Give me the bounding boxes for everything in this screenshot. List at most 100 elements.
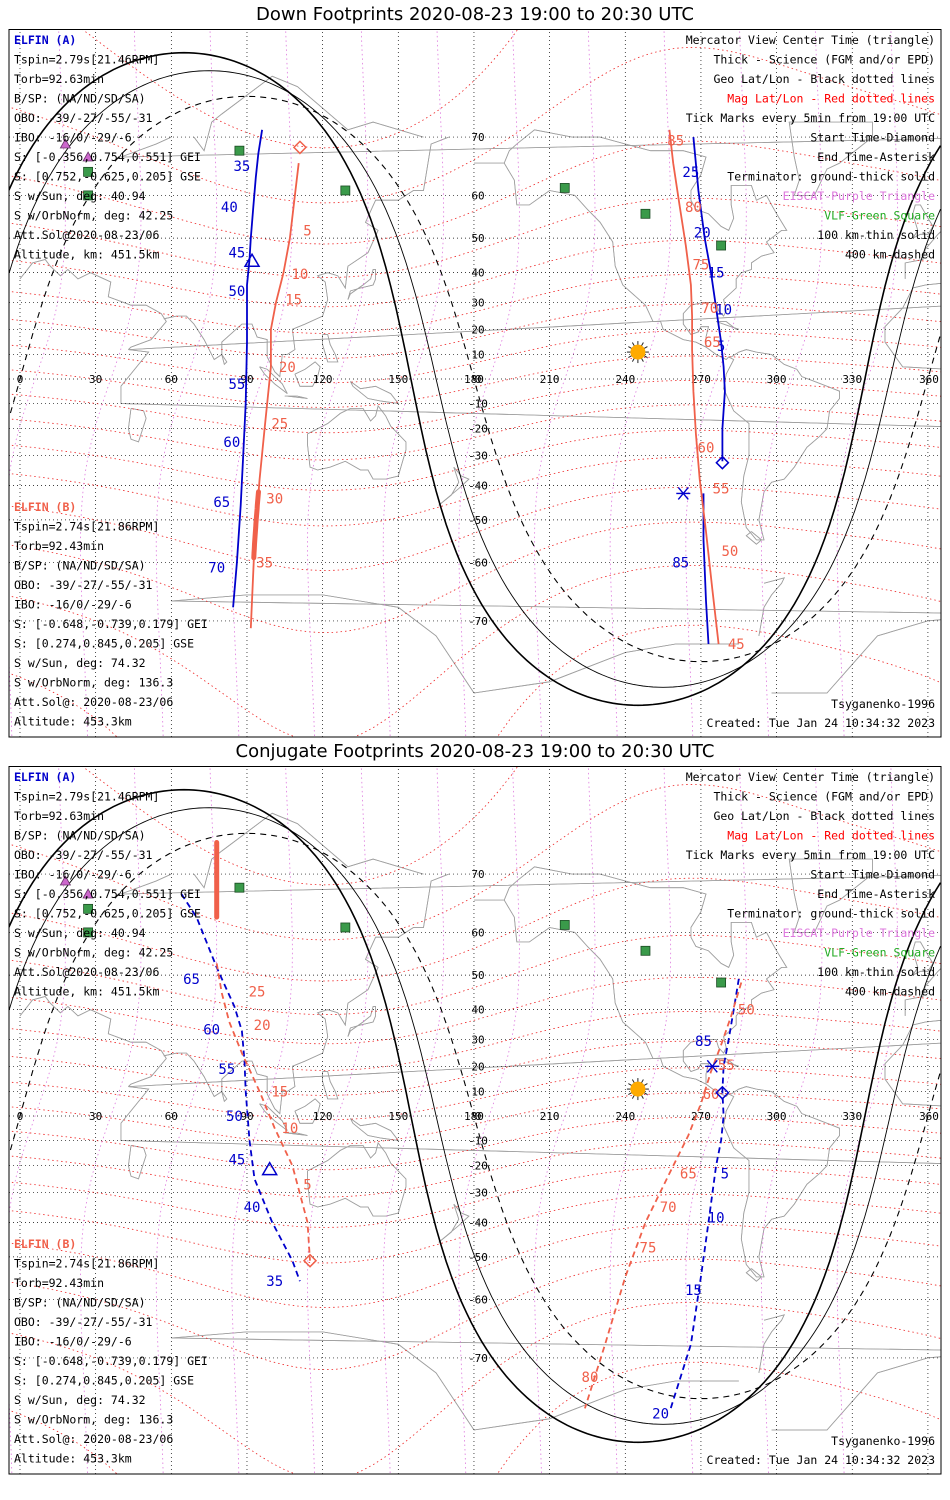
- coastline-6-1: [307, 1141, 407, 1217]
- legend-line-6: End Time-Asterisk: [817, 150, 935, 164]
- sun-icon: [626, 341, 649, 364]
- coastline-4-0: [474, 899, 840, 1278]
- vlf-station-square-2: [83, 190, 93, 201]
- elfin-b-header: ELFIN (B): [14, 1237, 76, 1251]
- tick-label-b-20: 20: [254, 1018, 271, 1034]
- mag-lon-300: [761, 766, 823, 1474]
- lat-tick--70: -70: [468, 615, 488, 628]
- vlf-station-square-4: [559, 920, 570, 930]
- sun-ray: [640, 1079, 644, 1084]
- tick-label-b-85: 85: [667, 134, 684, 150]
- coastline-3-1: [163, 136, 449, 378]
- tick-label-b-60: 60: [703, 1087, 720, 1103]
- elfin-b-line-3: OBO: -39/-27/-55/-31: [14, 578, 153, 592]
- vlf-station-square-3: [340, 922, 351, 933]
- tick-label-a-60: 60: [223, 435, 240, 451]
- coastline-8-1: [284, 1132, 308, 1136]
- elfin-a-line-7: S w/Sun, deg: 40.94: [14, 189, 146, 203]
- tick-label-a-65: 65: [183, 972, 200, 988]
- coastline-2-1: [19, 259, 167, 350]
- tick-label-b-75: 75: [693, 258, 710, 274]
- sun-ray: [640, 342, 644, 347]
- footprint-track-a-1: [669, 978, 740, 1409]
- coastline-17-1: [322, 1071, 339, 1100]
- vlf-station-square-1: [83, 903, 93, 914]
- lat-tick-50: 50: [471, 969, 484, 982]
- coastline-11-0: [347, 269, 376, 300]
- sun-disk: [630, 344, 646, 360]
- elfin-b-info: ELFIN (B) Tspin=2.74s[21.86RPM] Torb=92.43…: [14, 500, 208, 729]
- tick-label-a-5: 5: [721, 1167, 729, 1183]
- elfin-b-line-7: S w/Sun, deg: 74.32: [14, 1393, 146, 1407]
- sun-ray: [631, 1079, 635, 1084]
- coastline-1-1: [120, 873, 941, 1016]
- elfin-a-line-8: S w/OrbNorm, deg: 42.25: [14, 209, 173, 223]
- footprint-track-b-2: [215, 963, 311, 1261]
- legend-line-11: 400 km-dashed: [845, 985, 935, 999]
- lat-tick--50: -50: [468, 514, 488, 527]
- tick-label-a-85: 85: [672, 556, 689, 572]
- coastline-11-1: [347, 269, 376, 300]
- mag-lon-0: [9, 766, 66, 1474]
- start-time-diamond-a-2: [715, 455, 730, 470]
- elfin-a-line-5: S: [-0.356,0.754,0.551] GEI: [14, 150, 201, 164]
- coastline-12-1: [788, 121, 873, 196]
- elfin-a-header: ELFIN (A): [14, 33, 76, 47]
- mag-lat-70: [9, 783, 941, 941]
- legend-line-5: Start Time-Diamond: [810, 131, 935, 145]
- end-time-asterisk-a: [705, 1059, 720, 1073]
- lon-tick-180: 180: [464, 1110, 484, 1123]
- eiscat-triangle-1: [82, 151, 94, 162]
- lat-tick-0: 0: [475, 373, 482, 386]
- lat-tick--70: -70: [468, 1352, 488, 1365]
- sun-icon: [626, 1078, 649, 1101]
- elfin-a-line-6: S: [0.752,-0.625,0.205] GSE: [14, 170, 201, 184]
- tick-label-b-50: 50: [738, 1003, 755, 1019]
- coastline-4-0: [474, 162, 840, 541]
- lat-tick-0: 0: [475, 1110, 482, 1123]
- elfin-a-line-5: S: [-0.356,0.754,0.551] GEI: [14, 887, 201, 901]
- mag-lat-50: [9, 197, 941, 279]
- coastline-22-0: [171, 1331, 941, 1431]
- lat-tick--40: -40: [468, 1216, 488, 1229]
- lon-tick-240: 240: [615, 373, 635, 386]
- vlf-station-square-4: [559, 183, 570, 193]
- footprint-track-a-0: [180, 893, 301, 1282]
- map-body: 0 30 60 90 120 150 180 210 240 270 300 330 360706050…: [9, 766, 941, 1474]
- lat-tick-70: 70: [471, 131, 484, 144]
- tick-label-b-10: 10: [281, 1121, 298, 1137]
- tick-label-b-65: 65: [680, 1167, 697, 1183]
- lon-tick-300: 300: [767, 373, 787, 386]
- tick-label-b-5: 5: [303, 1177, 311, 1193]
- legend-line-11: 400 km-dashed: [845, 248, 935, 262]
- sun-ray: [628, 1083, 633, 1087]
- footprint-track-a-0: [232, 129, 263, 608]
- coastline-20-1: [758, 1314, 785, 1373]
- asterisk-stroke: [706, 1059, 718, 1073]
- legend-line-2: Geo Lat/Lon - Black dotted lines: [713, 72, 935, 86]
- coastline-19-1: [745, 1268, 763, 1282]
- sun-ray: [628, 355, 633, 359]
- sun-ray: [631, 342, 635, 347]
- elfin-a-line-8: S w/OrbNorm, deg: 42.25: [14, 946, 173, 960]
- lat-tick--10: -10: [468, 1134, 488, 1147]
- elfin-b-line-10: Altitude: 453.3km: [14, 715, 132, 729]
- tick-label-b-80: 80: [685, 200, 702, 216]
- sun-ray: [643, 1083, 648, 1087]
- terminator-ground: [9, 788, 941, 1444]
- elfin-b-line-4: IBO: -16/0/-29/-6: [14, 1335, 132, 1349]
- elfin-b-line-9: Att.Sol@: 2020-08-23/06: [14, 1432, 173, 1446]
- elfin-a-line-6: S: [0.752,-0.625,0.205] GSE: [14, 907, 201, 921]
- sun-ray: [628, 346, 633, 350]
- lon-tick-60: 60: [165, 373, 178, 386]
- mag-lon-60: [155, 766, 218, 1474]
- legend-line-3: Mag Lat/Lon - Red dotted lines: [727, 829, 935, 843]
- eiscat-triangle-0: [59, 138, 72, 149]
- footprint-track-b-4: [668, 129, 720, 645]
- coastline-23-0: [193, 812, 424, 889]
- vlf-station-square-5: [640, 208, 651, 219]
- tick-label-b-60: 60: [698, 440, 715, 456]
- coastline-8-1: [284, 395, 308, 399]
- tick-label-b-10: 10: [292, 267, 309, 283]
- lon-tick-30: 30: [89, 1110, 102, 1123]
